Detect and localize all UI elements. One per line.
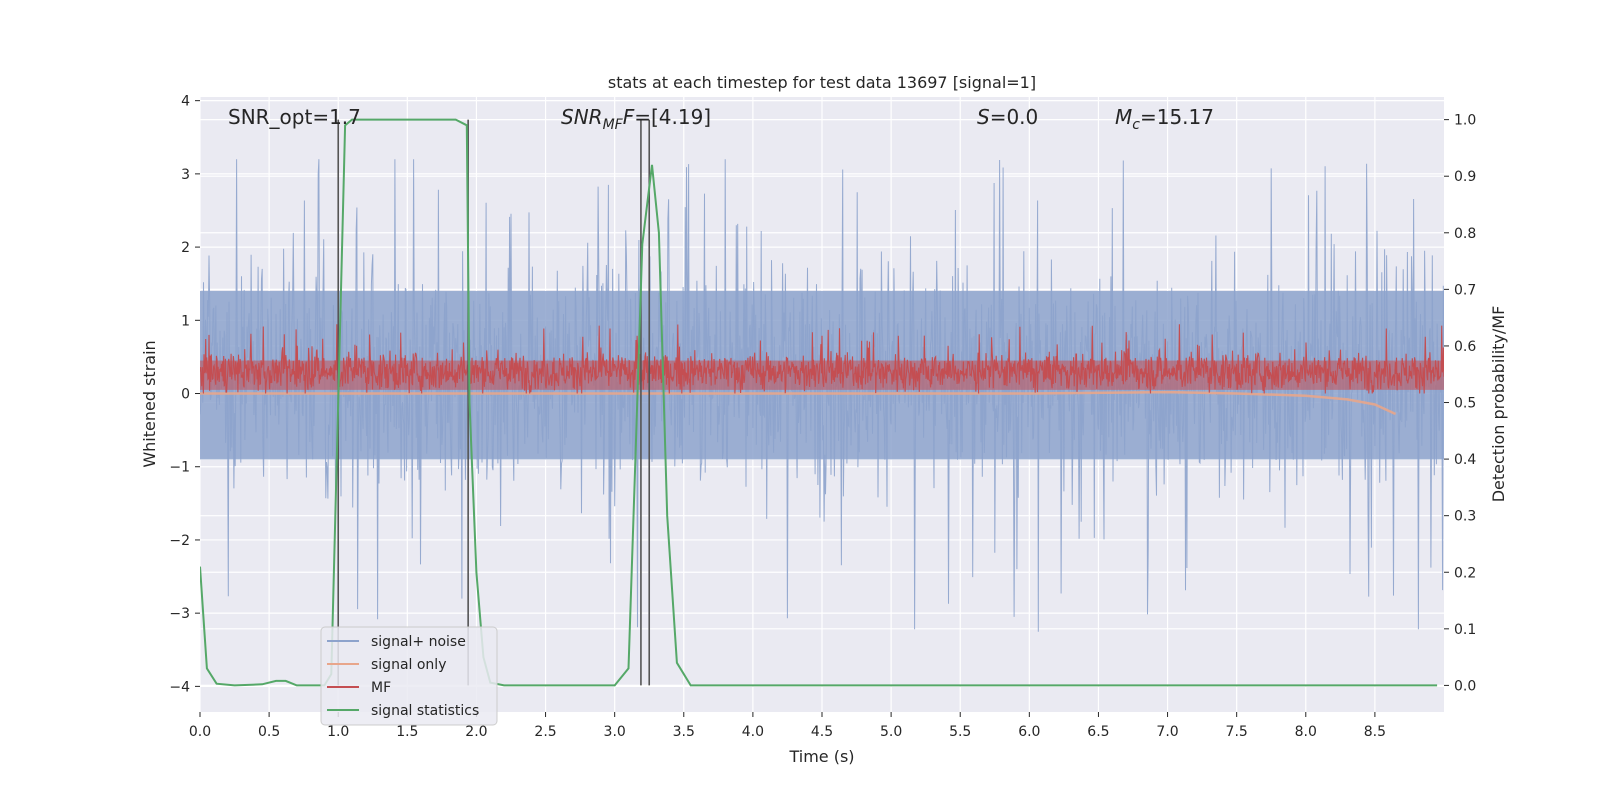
y-axis-right-ticks: 0.0 0.1 0.2 0.3 0.4 0.5 0.6 0.7 0.8 0.9 1.0 — [1444, 113, 1476, 694]
y-right-tick-label: 0.7 — [1454, 282, 1476, 298]
x-tick-label: 0.0 — [189, 724, 211, 740]
chart-title: stats at each timestep for test data 136… — [608, 73, 1036, 92]
y-right-tick-label: 1.0 — [1454, 113, 1476, 129]
x-tick-label: 1.5 — [396, 724, 418, 740]
annotation-mc: Mc=15.17 — [1115, 105, 1214, 133]
x-axis-ticks: 0.0 0.5 1.0 1.5 2.0 2.5 3.0 3.5 4.0 4.5 5.0 5.5 6.0 6… — [189, 712, 1386, 740]
y-right-tick-label: 0.4 — [1454, 452, 1476, 468]
legend-label-signal-only: signal only — [371, 657, 446, 673]
y-left-tick-label: −2 — [169, 533, 190, 549]
series-signal-only — [200, 390, 1397, 416]
y-left-tick-label: −4 — [169, 679, 190, 695]
x-tick-label: 6.5 — [1087, 724, 1109, 740]
x-axis-label: Time (s) — [788, 747, 854, 766]
y-axis-left-label: Whitened strain — [140, 340, 159, 467]
x-tick-label: 8.0 — [1295, 724, 1317, 740]
y-left-tick-label: −3 — [169, 606, 190, 622]
x-tick-label: 5.5 — [949, 724, 971, 740]
y-left-tick-label: 2 — [181, 240, 190, 256]
x-tick-label: 3.0 — [604, 724, 626, 740]
y-right-tick-label: 0.3 — [1454, 509, 1476, 525]
x-tick-label: 7.5 — [1226, 724, 1248, 740]
legend-label-signal-noise: signal+ noise — [371, 634, 466, 650]
y-axis-left-ticks: −4 −3 −2 −1 0 1 2 3 4 — [169, 94, 200, 695]
x-tick-label: 6.0 — [1018, 724, 1040, 740]
y-axis-right-label: Detection probability/MF — [1489, 306, 1508, 503]
annotation-s: S=0.0 — [977, 105, 1038, 129]
y-left-tick-label: 0 — [181, 387, 190, 403]
legend-label-signal-statistics: signal statistics — [371, 703, 479, 719]
y-right-tick-label: 0.1 — [1454, 622, 1476, 638]
y-right-tick-label: 0.9 — [1454, 169, 1476, 185]
x-tick-label: 4.5 — [811, 724, 833, 740]
y-left-tick-label: 4 — [181, 94, 190, 110]
y-right-tick-label: 0.8 — [1454, 226, 1476, 242]
y-right-tick-label: 0.0 — [1454, 678, 1476, 694]
legend-box — [320, 626, 498, 726]
series-signal-statistics-line — [200, 118, 1438, 687]
y-left-tick-label: 3 — [181, 167, 190, 183]
annotation-snr-opt: SNR_opt=1.7 — [228, 105, 361, 129]
legend: signal+ noise signal only MF signal stat… — [320, 626, 498, 726]
series-mf — [200, 324, 1444, 394]
y-left-tick-label: 1 — [181, 313, 190, 329]
legend-label-mf: MF — [371, 680, 391, 696]
y-right-tick-label: 0.6 — [1454, 339, 1476, 355]
y-left-tick-label: −1 — [169, 460, 190, 476]
annotation-snr-mf: SNRMFF=[4.19] — [561, 105, 711, 133]
x-tick-label: 7.0 — [1156, 724, 1178, 740]
x-tick-label: 2.0 — [465, 724, 487, 740]
series-signal-only-line — [200, 390, 1397, 416]
x-tick-label: 0.5 — [258, 724, 280, 740]
x-tick-label: 4.0 — [742, 724, 764, 740]
x-tick-label: 5.0 — [880, 724, 902, 740]
x-tick-label: 2.5 — [534, 724, 556, 740]
x-tick-label: 3.5 — [673, 724, 695, 740]
x-tick-label: 1.0 — [327, 724, 349, 740]
series-mf-line — [200, 324, 1444, 394]
y-right-tick-label: 0.2 — [1454, 565, 1476, 581]
y-right-tick-label: 0.5 — [1454, 396, 1476, 412]
series-signal-statistics — [200, 118, 1438, 687]
x-tick-label: 8.5 — [1364, 724, 1386, 740]
